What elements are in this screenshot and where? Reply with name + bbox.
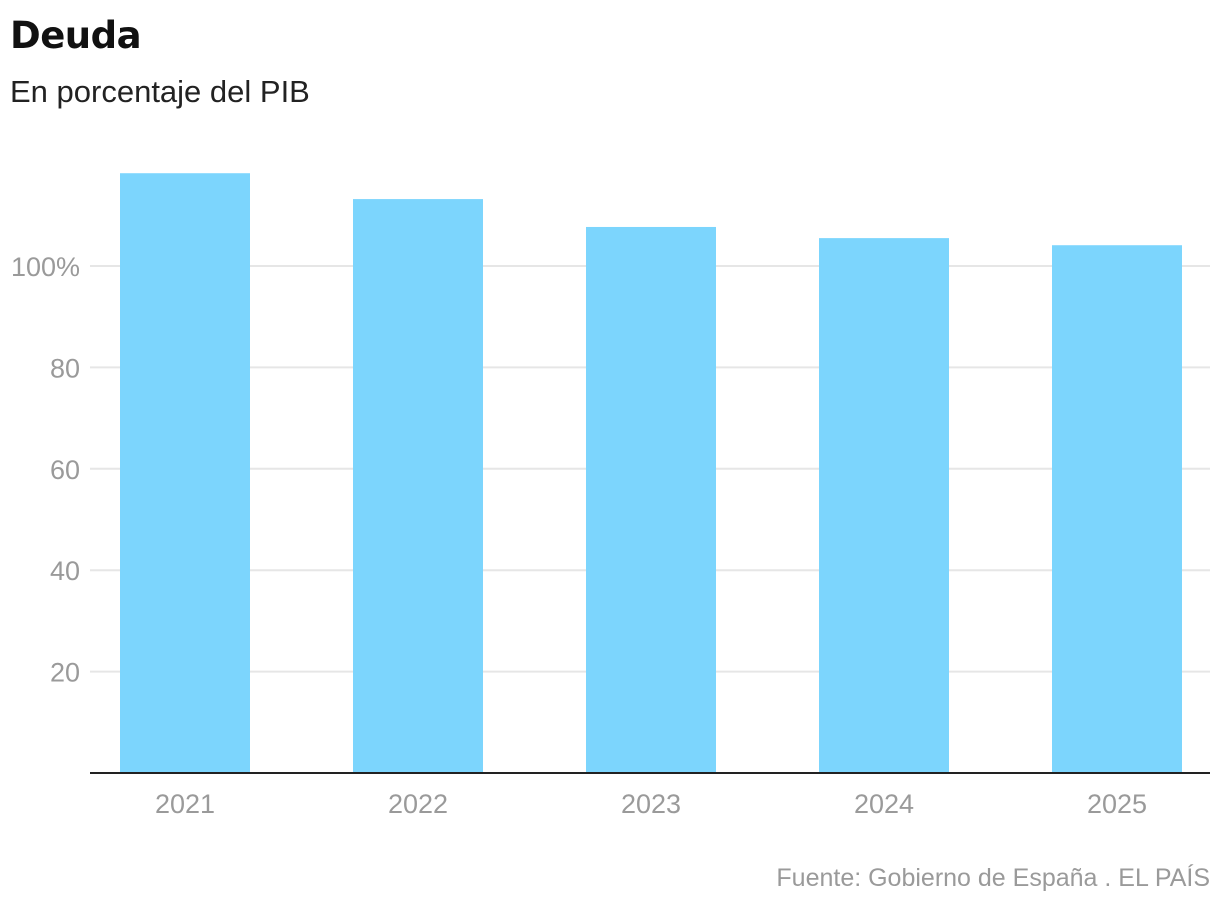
x-tick-label: 2021 bbox=[155, 789, 215, 819]
x-tick-label: 2023 bbox=[621, 789, 681, 819]
bar-2025 bbox=[1052, 245, 1182, 773]
bar-2024 bbox=[819, 238, 949, 774]
bar-2023 bbox=[586, 226, 716, 773]
y-tick-label: 100% bbox=[11, 252, 80, 282]
bar-2021 bbox=[120, 173, 250, 773]
tick-labels: 20 40 60 80 100% 2021 2022 2023 2024 2025 bbox=[11, 252, 1147, 819]
x-tick-label: 2022 bbox=[388, 789, 448, 819]
y-tick-label: 80 bbox=[50, 353, 80, 383]
bars bbox=[120, 173, 1182, 774]
bar-2022 bbox=[353, 199, 483, 774]
x-tick-label: 2025 bbox=[1087, 789, 1147, 819]
y-tick-label: 40 bbox=[50, 556, 80, 586]
x-tick-label: 2024 bbox=[854, 789, 914, 819]
chart-subtitle: En porcentaje del PIB bbox=[10, 74, 310, 109]
chart-title: Deuda bbox=[10, 14, 142, 57]
source-note: Fuente: Gobierno de España . EL PAÍS bbox=[776, 864, 1210, 892]
y-tick-label: 20 bbox=[50, 658, 80, 688]
y-tick-label: 60 bbox=[50, 455, 80, 485]
